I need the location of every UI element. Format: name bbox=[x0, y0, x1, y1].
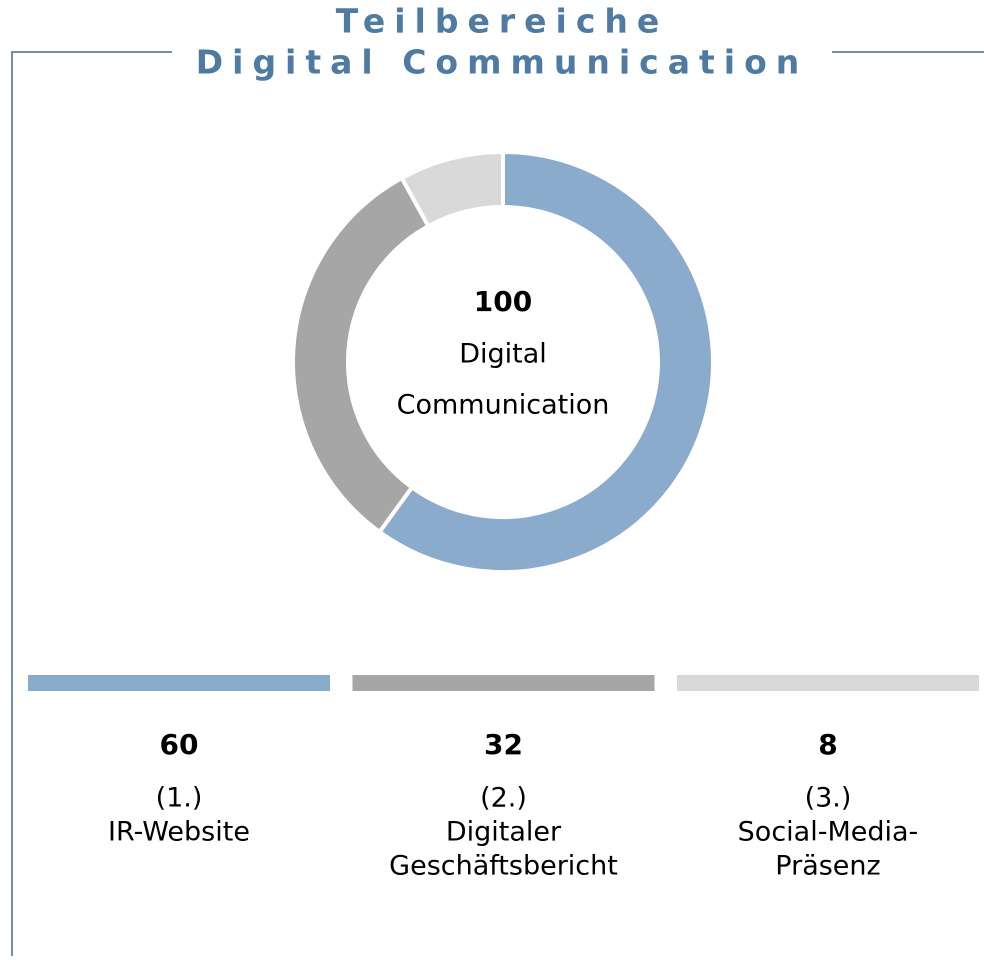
category-label: Geschäftsbericht bbox=[389, 851, 618, 882]
legend-bar bbox=[677, 675, 979, 691]
rank-label: (2.) bbox=[480, 783, 527, 814]
category-label: Digitaler bbox=[446, 817, 562, 848]
value-label: 32 bbox=[484, 728, 523, 761]
value-label: 60 bbox=[160, 728, 199, 761]
frame bbox=[11, 51, 984, 956]
legend-bar bbox=[352, 675, 655, 691]
value-label: 8 bbox=[818, 728, 837, 761]
rank-label: (3.) bbox=[805, 783, 852, 814]
category-label: Präsenz bbox=[775, 851, 880, 882]
category-label: Social-Media- bbox=[738, 817, 919, 848]
center-label: Communication bbox=[397, 390, 610, 421]
frame-line-left bbox=[11, 51, 172, 956]
rank-label: (1.) bbox=[156, 783, 203, 814]
donut-segment bbox=[399, 149, 505, 229]
donut-segment bbox=[291, 175, 432, 535]
title-line: Digital Communication bbox=[196, 43, 809, 82]
center-value: 100 bbox=[474, 285, 532, 318]
category-label: IR-Website bbox=[108, 817, 250, 848]
center-label: Digital bbox=[459, 339, 547, 370]
legend-bar bbox=[28, 675, 330, 691]
donut-segment bbox=[376, 149, 715, 574]
title-line: Teilbereiche bbox=[336, 2, 669, 41]
